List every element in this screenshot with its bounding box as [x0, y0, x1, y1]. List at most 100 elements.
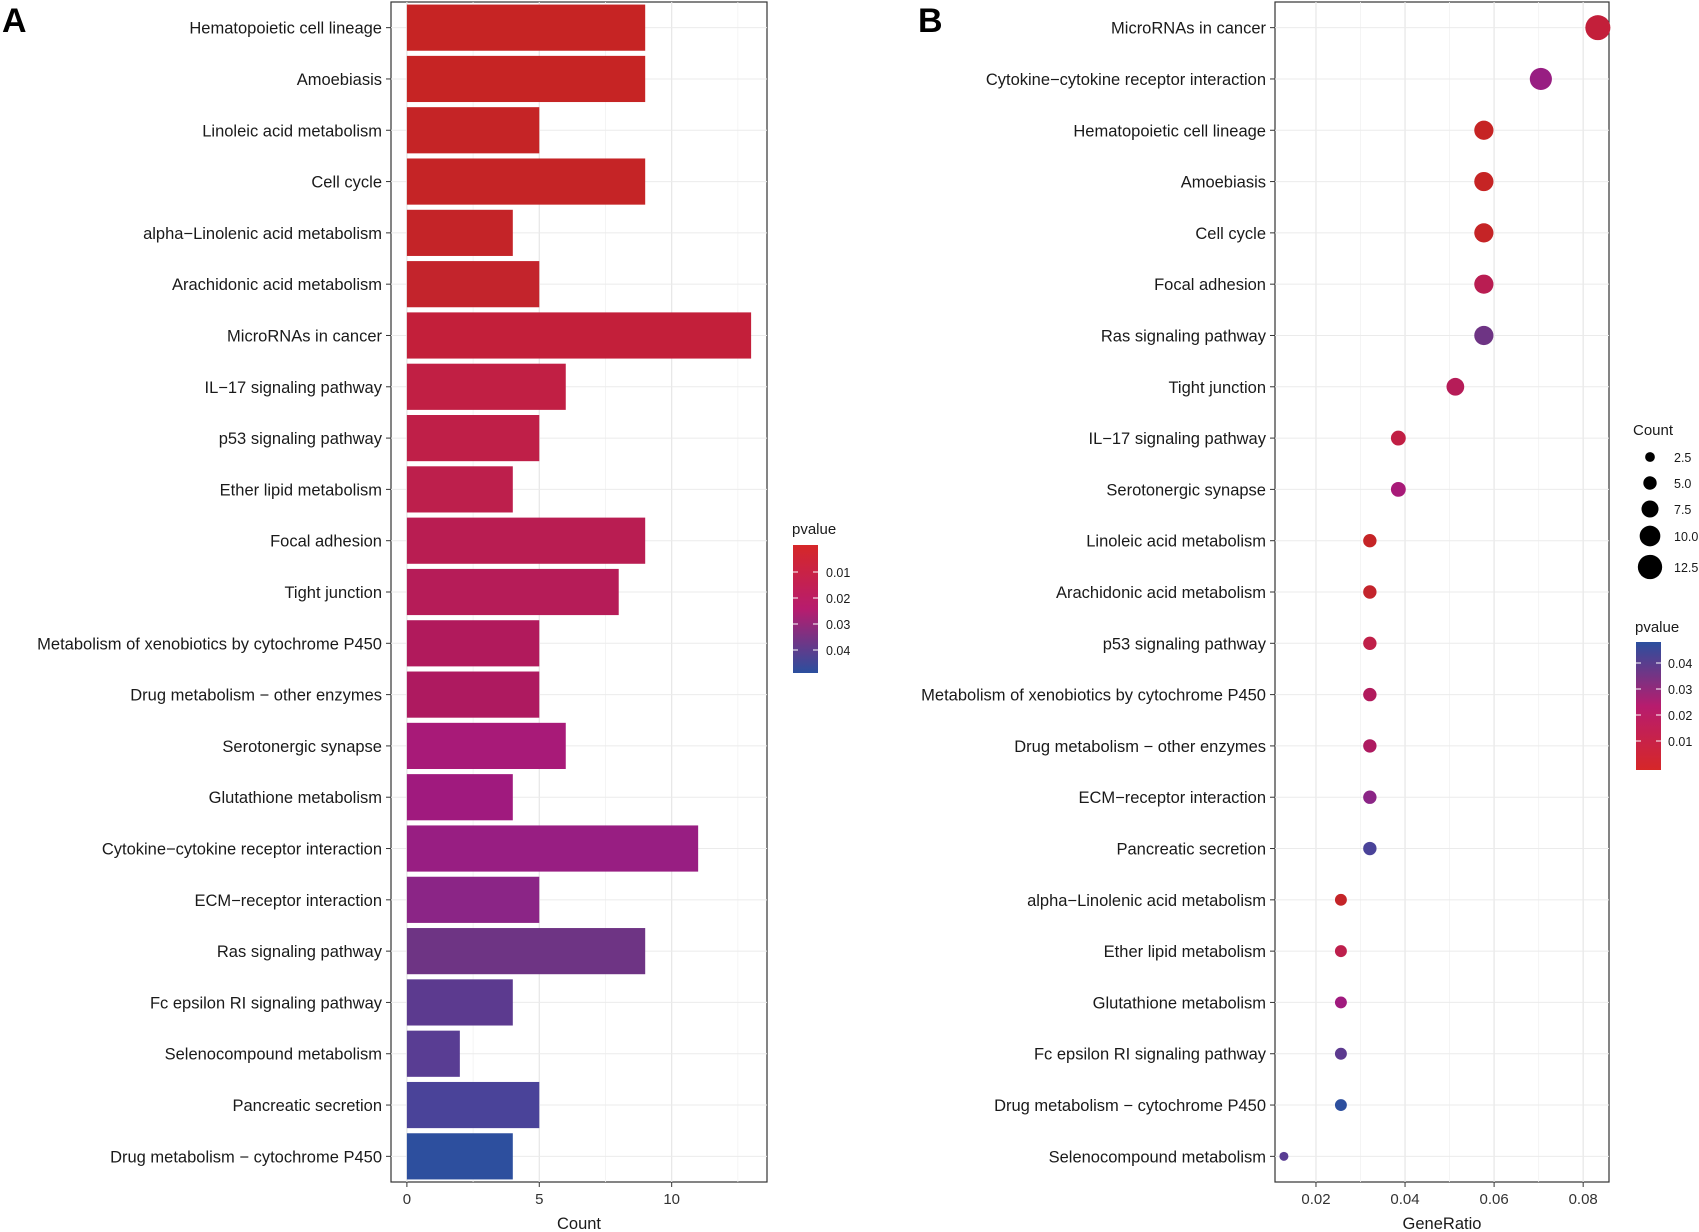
plot-b-x-tick-label: 0.04: [1390, 1191, 1419, 1208]
plot-b-points: [1279, 15, 1611, 1161]
point: [1363, 739, 1377, 753]
bar: [406, 466, 513, 513]
plot-a-y-label: IL−17 signaling pathway: [204, 379, 382, 397]
plot-b-size-key-label: 12.5: [1674, 561, 1698, 575]
plot-a-y-label: Cell cycle: [311, 174, 382, 192]
panel-label-a: A: [2, 2, 27, 40]
bar: [406, 517, 646, 564]
bar: [406, 1133, 513, 1180]
plot-b-y-labels: MicroRNAs in cancer Cytokine−cytokine rec…: [921, 20, 1275, 1166]
plot-b-y-label: Cell cycle: [1195, 225, 1266, 243]
plot-a-y-label: Hematopoietic cell lineage: [189, 20, 382, 38]
bar: [406, 261, 540, 308]
plot-a-colorbar-tick-label: 0.03: [826, 618, 850, 632]
plot-b-colorbar-tick-label: 0.03: [1668, 683, 1692, 697]
plot-a-bars: [406, 4, 752, 1180]
plot-b-y-label: Metabolism of xenobiotics by cytochrome …: [921, 687, 1266, 705]
plot-a-y-label: MicroRNAs in cancer: [227, 327, 382, 345]
plot-b-y-label: Glutathione metabolism: [1093, 994, 1266, 1012]
plot-a-legend-title: pvalue: [792, 521, 836, 538]
bar: [406, 928, 646, 975]
plot-b-grid: [1275, 2, 1609, 1182]
plot-b-size-key-label: 5.0: [1674, 477, 1691, 491]
plot-b-y-label: Arachidonic acid metabolism: [1056, 584, 1266, 602]
plot-b-y-label: Linoleic acid metabolism: [1086, 533, 1266, 551]
plot-b-colorbar-ticks: 0.04 0.03 0.02 0.01: [1636, 657, 1692, 749]
plot-a-y-label: Tight junction: [284, 584, 382, 602]
plot-a-y-label: Pancreatic secretion: [233, 1097, 383, 1115]
bar: [406, 774, 513, 821]
plot-b-x-title: GeneRatio: [1403, 1215, 1482, 1232]
point: [1474, 325, 1494, 346]
plot-b-y-label: Pancreatic secretion: [1117, 841, 1267, 859]
point: [1390, 481, 1406, 497]
point: [1446, 377, 1465, 396]
plot-b-size-key: [1643, 476, 1657, 490]
point: [1363, 585, 1377, 599]
bar: [406, 876, 540, 923]
plot-b-y-label: Cytokine−cytokine receptor interaction: [986, 71, 1266, 89]
point: [1363, 790, 1377, 804]
plot-a-x-tick-label: 10: [663, 1191, 680, 1208]
bar: [406, 55, 646, 103]
plot-b-y-label: Focal adhesion: [1154, 276, 1266, 294]
plot-a-y-label: Metabolism of xenobiotics by cytochrome …: [37, 635, 382, 653]
plot-b-size-key-label: 7.5: [1674, 503, 1691, 517]
plot-b-size-key: [1641, 500, 1659, 518]
plot-b-y-label: IL−17 signaling pathway: [1088, 430, 1266, 448]
panel-label-b: B: [918, 2, 943, 40]
plot-a-colorbar-tick-label: 0.02: [826, 592, 850, 606]
point: [1363, 534, 1377, 548]
plot-b-size-key: [1645, 452, 1655, 462]
bar: [406, 209, 513, 256]
plot-a-y-label: Focal adhesion: [270, 533, 382, 551]
plot-b-count-legend-title: Count: [1633, 422, 1674, 439]
plot-b-count-legend: Count 2.5 5.0 7.5 10.0 12.5: [1633, 422, 1698, 580]
point: [1390, 430, 1406, 446]
plot-a-y-label: Drug metabolism − cytochrome P450: [110, 1148, 382, 1166]
bar: [406, 1081, 540, 1129]
bar: [406, 363, 566, 410]
point: [1363, 841, 1377, 856]
plot-a-y-label: Selenocompound metabolism: [165, 1046, 382, 1064]
plot-b-colorbar-tick-label: 0.04: [1668, 657, 1692, 671]
plot-b-y-label: Hematopoietic cell lineage: [1073, 122, 1266, 140]
plot-b-size-key-label: 2.5: [1674, 451, 1691, 465]
plot-a-colorbar-ticks: 0.01 0.02 0.03 0.04: [793, 566, 850, 658]
plot-b-pvalue-legend: pvalue 0.04 0.03 0.02 0.01: [1635, 619, 1692, 770]
plot-a-x-tick-label: 5: [535, 1191, 543, 1208]
plot-a-x-title: Count: [557, 1215, 601, 1232]
plot-a-y-label: Cytokine−cytokine receptor interaction: [102, 841, 382, 859]
point: [1585, 15, 1611, 41]
point: [1474, 120, 1494, 140]
plot-a-colorbar: [793, 545, 818, 673]
plot-b-y-label: Serotonergic synapse: [1106, 481, 1266, 499]
bar: [406, 722, 566, 769]
plot-b-size-key: [1637, 554, 1663, 580]
plot-b-y-label: p53 signaling pathway: [1103, 635, 1267, 653]
plot-b-colorbar-tick-label: 0.02: [1668, 709, 1692, 723]
point: [1363, 687, 1377, 702]
bar: [406, 825, 699, 872]
point: [1334, 945, 1347, 958]
point: [1334, 893, 1347, 906]
bar: [406, 979, 513, 1026]
plot-b-x-tick-label: 0.02: [1301, 1191, 1330, 1208]
point: [1474, 274, 1494, 294]
plot-b-y-label: Amoebiasis: [1181, 174, 1266, 192]
point: [1474, 223, 1494, 243]
plot-a-y-label: Glutathione metabolism: [209, 789, 382, 807]
bar: [406, 568, 619, 616]
point: [1334, 1047, 1347, 1060]
bar: [406, 312, 752, 359]
plot-a-y-labels: Hematopoietic cell lineage Amoebiasis Lino…: [37, 20, 391, 1166]
point: [1363, 636, 1377, 650]
plot-a-colorbar-tick-label: 0.04: [826, 644, 850, 658]
plot-b-x-tick-label: 0.08: [1569, 1191, 1598, 1208]
point: [1334, 996, 1347, 1009]
plot-b-y-label: ECM−receptor interaction: [1078, 789, 1266, 807]
plot-a-y-label: p53 signaling pathway: [219, 430, 383, 448]
point: [1474, 171, 1494, 192]
plot-b-colorbar-tick-label: 0.01: [1668, 735, 1692, 749]
